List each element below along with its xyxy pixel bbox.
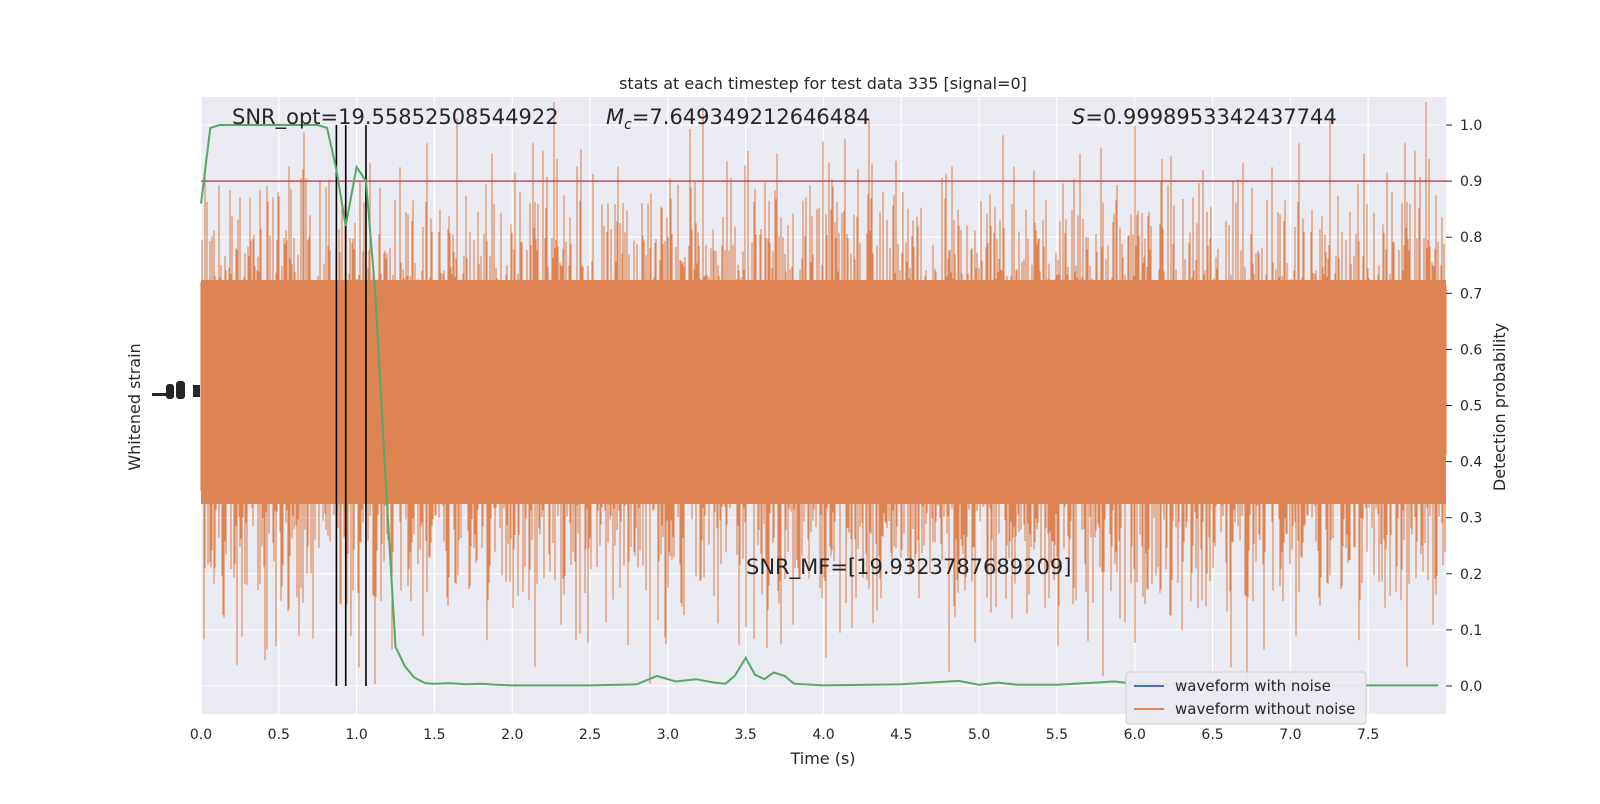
y-axis-label-left: Whitened strain <box>125 343 144 470</box>
x-tick-label: 0.5 <box>268 727 290 743</box>
x-tick-label: 3.0 <box>657 727 679 743</box>
y-tick-label: 0.9 <box>1460 174 1482 190</box>
x-tick-label: 5.0 <box>968 727 990 743</box>
x-tick-label: 4.0 <box>812 727 834 743</box>
axis-ticks: 0.0 0.5 1.0 1.5 2.0 2.5 3.0 3.5 4.0 4.5 5.0 5.5 6.0 6… <box>190 118 1482 743</box>
chirp-mass-annotation: Mc=7.649349212646484 <box>606 105 870 133</box>
x-tick-label: 7.5 <box>1357 727 1379 743</box>
detection-probability-line <box>200 124 1439 687</box>
x-tick-label: 6.0 <box>1124 727 1146 743</box>
chirp-mass-subscript: c <box>624 117 632 133</box>
x-tick-label: 1.5 <box>423 727 445 743</box>
s-symbol: S <box>1072 105 1085 129</box>
x-axis-label: Time (s) <box>789 749 855 768</box>
legend-box <box>1125 671 1367 725</box>
y-axis-label-right: Detection probability <box>1490 323 1509 491</box>
y-tick-label: 0.2 <box>1460 567 1482 583</box>
chirp-mass-value: =7.649349212646484 <box>632 105 870 129</box>
x-tick-label: 4.5 <box>890 727 912 743</box>
x-tick-label: 2.0 <box>501 727 523 743</box>
chart-title: stats at each timestep for test data 335… <box>619 74 1027 93</box>
x-tick-label: 2.5 <box>579 727 601 743</box>
s-value: =0.9998953342437744 <box>1085 105 1336 129</box>
x-tick-label: 1.0 <box>345 727 367 743</box>
x-tick-label: 6.5 <box>1201 727 1223 743</box>
x-tick-label: 3.5 <box>735 727 757 743</box>
y-tick-label: 0.1 <box>1460 623 1482 639</box>
left-axis-clutter <box>152 381 200 399</box>
y-tick-label: 0.4 <box>1460 455 1482 471</box>
noise-waveform-core <box>201 280 1446 504</box>
x-tick-label: 5.5 <box>1046 727 1068 743</box>
y-tick-label: 0.3 <box>1460 511 1482 527</box>
y-tick-label: 0.0 <box>1460 679 1482 695</box>
y-tick-label: 0.7 <box>1460 286 1482 302</box>
y-tick-label: 0.6 <box>1460 342 1482 358</box>
chirp-mass-symbol: M <box>606 105 624 129</box>
snr-opt-annotation: SNR_opt=19.55852508544922 <box>232 105 559 130</box>
waveform-without-noise-series <box>200 102 1447 684</box>
legend-label-with-noise: waveform with noise <box>1175 677 1331 695</box>
x-tick-label: 7.0 <box>1279 727 1301 743</box>
overlay-lines <box>200 124 1446 687</box>
x-tick-label: 0.0 <box>190 727 212 743</box>
legend: waveform with noise waveform without noi… <box>1125 671 1367 725</box>
y-tick-label: 1.0 <box>1460 118 1482 134</box>
y-tick-label: 0.5 <box>1460 399 1482 415</box>
legend-label-without-noise: waveform without noise <box>1175 700 1355 718</box>
s-annotation: S=0.9998953342437744 <box>1072 105 1337 129</box>
y-tick-label: 0.8 <box>1460 230 1482 246</box>
snr-mf-annotation: SNR_MF=[19.9323787689209] <box>746 555 1071 580</box>
